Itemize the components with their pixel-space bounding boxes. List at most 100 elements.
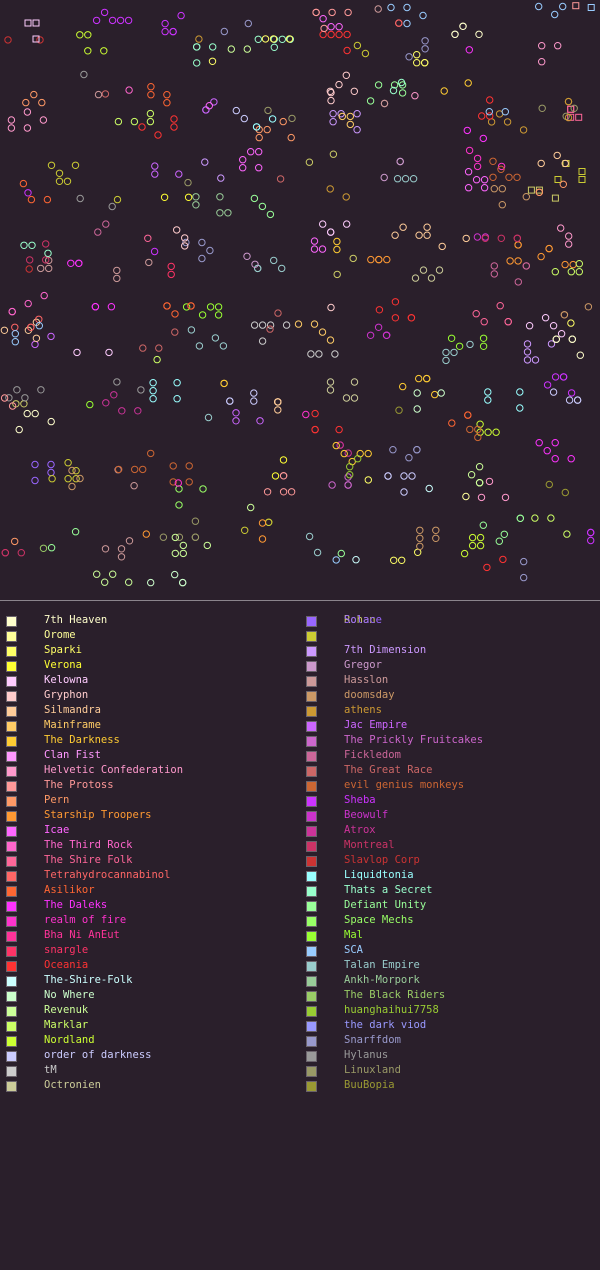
star-system-marker[interactable] xyxy=(11,323,19,331)
star-system-marker[interactable] xyxy=(514,278,522,286)
star-system-marker[interactable] xyxy=(243,252,251,260)
star-system-marker[interactable] xyxy=(413,389,421,397)
star-system-marker[interactable] xyxy=(116,16,125,25)
star-system-marker[interactable] xyxy=(71,528,80,536)
star-system-marker[interactable] xyxy=(1,549,10,557)
star-system-marker[interactable] xyxy=(568,335,576,343)
star-system-marker[interactable] xyxy=(522,262,530,270)
star-system-marker[interactable] xyxy=(139,465,147,474)
star-system-marker[interactable] xyxy=(270,43,278,51)
star-system-marker[interactable] xyxy=(44,249,52,258)
star-system-marker[interactable] xyxy=(173,226,181,234)
star-system-marker[interactable] xyxy=(333,237,341,246)
star-system-marker[interactable] xyxy=(565,240,573,248)
star-system-marker[interactable] xyxy=(4,36,12,44)
star-system-marker[interactable] xyxy=(47,161,56,170)
star-system-marker[interactable] xyxy=(490,270,498,278)
star-system-marker[interactable] xyxy=(523,348,532,356)
star-system-marker[interactable] xyxy=(47,417,55,426)
star-system-marker[interactable] xyxy=(350,378,359,386)
star-system-marker[interactable] xyxy=(11,338,20,346)
star-system-marker[interactable] xyxy=(484,396,492,404)
star-system-marker[interactable] xyxy=(476,533,485,542)
star-system-marker[interactable] xyxy=(47,544,56,552)
star-system-marker[interactable] xyxy=(94,228,102,236)
star-system-marker[interactable] xyxy=(193,43,201,51)
star-system-marker[interactable] xyxy=(477,493,486,502)
star-system-marker[interactable] xyxy=(516,404,524,412)
star-system-marker[interactable] xyxy=(346,120,354,129)
star-system-marker[interactable] xyxy=(478,112,486,120)
star-system-marker[interactable] xyxy=(195,342,204,350)
star-system-marker[interactable] xyxy=(163,99,171,107)
star-system-marker[interactable] xyxy=(274,406,282,414)
star-system-marker[interactable] xyxy=(472,310,480,318)
star-system-marker[interactable] xyxy=(38,98,46,107)
star-system-marker[interactable] xyxy=(27,323,35,331)
star-system-marker[interactable] xyxy=(208,57,217,65)
star-system-marker[interactable] xyxy=(47,468,55,477)
star-system-marker[interactable] xyxy=(170,123,178,131)
star-system-marker[interactable] xyxy=(538,42,546,50)
star-system-marker[interactable] xyxy=(108,202,116,211)
star-system-marker[interactable] xyxy=(94,90,103,99)
star-system-marker[interactable] xyxy=(192,201,200,209)
star-system-marker[interactable] xyxy=(101,90,110,98)
star-system-marker[interactable] xyxy=(266,321,275,329)
star-system-marker[interactable] xyxy=(346,463,354,471)
star-system-marker[interactable] xyxy=(342,193,350,201)
star-system-marker[interactable] xyxy=(258,321,267,329)
star-system-marker[interactable] xyxy=(484,388,492,396)
star-system-marker[interactable] xyxy=(535,188,543,197)
star-system-marker[interactable] xyxy=(251,260,259,268)
star-system-marker[interactable] xyxy=(192,193,200,201)
star-system-marker[interactable] xyxy=(576,351,584,359)
star-system-marker[interactable] xyxy=(117,553,126,561)
star-system-marker[interactable] xyxy=(572,2,580,10)
star-system-marker[interactable] xyxy=(432,526,440,534)
star-system-marker[interactable] xyxy=(505,173,513,182)
star-system-marker[interactable] xyxy=(464,411,472,419)
star-system-marker[interactable] xyxy=(216,209,224,217)
star-system-marker[interactable] xyxy=(415,231,423,239)
star-system-marker[interactable] xyxy=(489,157,497,166)
star-system-marker[interactable] xyxy=(559,180,567,189)
star-system-marker[interactable] xyxy=(516,514,524,522)
star-system-marker[interactable] xyxy=(171,549,180,558)
star-system-marker[interactable] xyxy=(346,471,354,479)
star-system-marker[interactable] xyxy=(466,425,474,434)
star-system-marker[interactable] xyxy=(258,202,267,211)
star-system-marker[interactable] xyxy=(435,266,444,274)
star-system-marker[interactable] xyxy=(416,534,424,542)
star-system-marker[interactable] xyxy=(561,488,569,497)
star-system-marker[interactable] xyxy=(161,27,169,36)
star-system-marker[interactable] xyxy=(42,240,50,248)
star-system-marker[interactable] xyxy=(575,268,583,276)
star-system-marker[interactable] xyxy=(333,270,341,279)
star-system-marker[interactable] xyxy=(407,314,416,322)
star-system-marker[interactable] xyxy=(474,425,482,434)
star-system-marker[interactable] xyxy=(466,340,474,349)
star-system-marker[interactable] xyxy=(72,475,80,483)
star-system-marker[interactable] xyxy=(184,178,192,187)
star-system-marker[interactable] xyxy=(475,463,484,471)
star-system-marker[interactable] xyxy=(490,262,498,270)
star-system-marker[interactable] xyxy=(32,35,40,43)
star-system-marker[interactable] xyxy=(254,35,262,43)
star-system-marker[interactable] xyxy=(265,518,273,526)
star-system-marker[interactable] xyxy=(131,465,139,474)
star-system-marker[interactable] xyxy=(150,247,159,256)
star-system-marker[interactable] xyxy=(538,104,546,113)
star-system-marker[interactable] xyxy=(181,234,189,242)
star-system-marker[interactable] xyxy=(400,488,408,496)
star-system-marker[interactable] xyxy=(278,264,286,273)
star-system-marker[interactable] xyxy=(179,541,188,550)
star-system-marker[interactable] xyxy=(287,488,296,496)
star-system-marker[interactable] xyxy=(350,394,359,402)
star-system-marker[interactable] xyxy=(279,456,288,464)
star-system-marker[interactable] xyxy=(48,475,56,483)
star-system-marker[interactable] xyxy=(326,87,334,96)
star-system-marker[interactable] xyxy=(167,262,175,271)
star-system-marker[interactable] xyxy=(475,30,483,38)
star-system-marker[interactable] xyxy=(198,238,206,247)
